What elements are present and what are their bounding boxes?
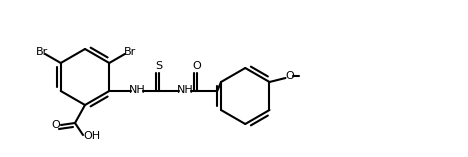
Text: NH: NH — [129, 85, 146, 95]
Text: NH: NH — [177, 85, 194, 95]
Text: O: O — [193, 61, 202, 71]
Text: O: O — [285, 71, 294, 81]
Text: O: O — [51, 120, 60, 130]
Text: OH: OH — [83, 131, 101, 141]
Text: S: S — [156, 61, 163, 71]
Text: Br: Br — [36, 47, 48, 57]
Text: Br: Br — [124, 47, 136, 57]
